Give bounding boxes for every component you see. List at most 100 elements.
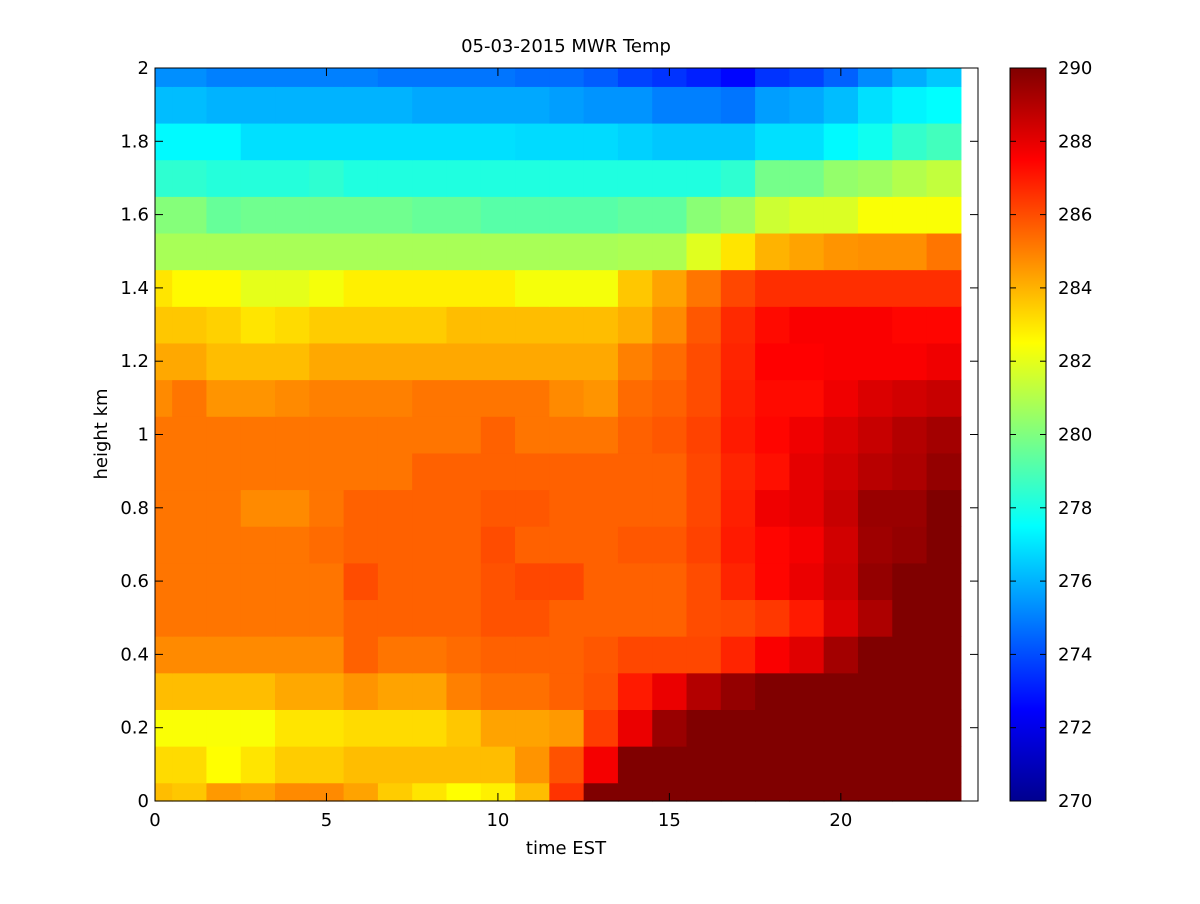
heatmap-cell [412,599,448,637]
heatmap-cell [343,306,379,344]
heatmap-cell [206,489,242,527]
heatmap-cell [412,159,448,197]
heatmap-cell [515,526,550,564]
heatmap-cell [275,86,310,124]
heatmap-cell [412,342,448,381]
heatmap-cell [926,379,962,417]
heatmap-cell [789,269,825,307]
heatmap-cell [686,196,722,234]
heatmap-cell [652,269,688,307]
heatmap-cell [720,709,756,747]
heatmap-cell [172,636,208,674]
heatmap-cell [412,452,448,491]
heatmap-cell [892,709,928,747]
heatmap-cell [617,196,653,234]
heatmap-cell [446,269,482,307]
heatmap-cell [275,232,310,271]
heatmap-cell [549,159,585,197]
heatmap-cell [686,159,722,197]
heatmap-cell [309,782,345,802]
heatmap-cell [686,452,722,491]
heatmap-cell [480,489,516,527]
colorbar-tick-label: 282 [1058,351,1092,372]
heatmap-cell [240,196,276,234]
heatmap-cell [857,782,893,802]
heatmap-cell [789,709,825,747]
heatmap-cell [172,416,208,454]
heatmap-cell [755,232,790,271]
heatmap-cell [275,269,310,307]
heatmap-cell [652,232,688,271]
heatmap-cell [857,342,893,381]
heatmap-cell [343,196,379,234]
heatmap-cell [823,196,859,234]
heatmap-cell [309,526,345,564]
x-tick-label: 5 [321,810,332,831]
heatmap-cell [617,452,653,491]
heatmap-cell [652,782,688,802]
heatmap-cell [926,122,962,161]
x-tick-label: 15 [658,810,681,831]
x-tick-label: 20 [829,810,852,831]
heatmap-cell [155,599,173,637]
heatmap-cell [755,709,790,747]
heatmap-cell [446,452,482,491]
colorbar-ticks: 270 272 274 276 278 280 282 284 286 288 290 [1010,58,1092,812]
heatmap-cell [172,159,208,197]
heatmap-cell [720,599,756,637]
heatmap-cell [240,159,276,197]
heatmap-cell [480,86,516,124]
heatmap-cell [789,452,825,491]
heatmap-cell [343,709,379,747]
heatmap-cell [583,636,619,674]
heatmap-cell [720,232,756,271]
heatmap-cell [480,782,516,802]
heatmap-cell [377,232,413,271]
heatmap-cell [720,489,756,527]
heatmap-cell [412,68,448,87]
heatmap-cell [412,416,448,454]
heatmap-cell [789,562,825,601]
heatmap-cell [549,86,585,124]
heatmap-cell [206,68,242,87]
heatmap-cell [686,306,722,344]
heatmap-cell [892,526,928,564]
heatmap-cell [857,452,893,491]
heatmap-cell [789,159,825,197]
heatmap-cell [480,526,516,564]
heatmap-cell [309,489,345,527]
heatmap-cell [206,122,242,161]
heatmap-cell [275,342,310,381]
heatmap-cell [480,672,516,710]
heatmap-cell [823,379,859,417]
heatmap-cell [926,562,962,601]
heatmap-cell [377,489,413,527]
heatmap-cell [823,526,859,564]
heatmap-cell [377,159,413,197]
heatmap-cell [309,269,345,307]
heatmap-cell [549,379,585,417]
heatmap-cell [446,636,482,674]
heatmap-cell [206,709,242,747]
heatmap-cell [617,232,653,271]
heatmap-cell [549,306,585,344]
heatmap-cell [789,232,825,271]
heatmap-cell [583,416,619,454]
heatmap-cell [446,68,482,87]
heatmap-cell [155,709,173,747]
heatmap-cell [720,562,756,601]
x-axis-label: time EST [526,838,607,859]
heatmap-cell [172,269,208,307]
y-tick-label: 0.8 [120,498,149,519]
heatmap-cell [686,782,722,802]
heatmap-cell [720,452,756,491]
heatmap-cell [686,122,722,161]
heatmap-cell [446,746,482,784]
heatmap-cell [275,452,310,491]
heatmap-cell [309,452,345,491]
heatmap-cell [720,68,756,87]
heatmap-cell [172,342,208,381]
heatmap-cell [583,672,619,710]
y-tick-label: 1.4 [120,278,149,299]
